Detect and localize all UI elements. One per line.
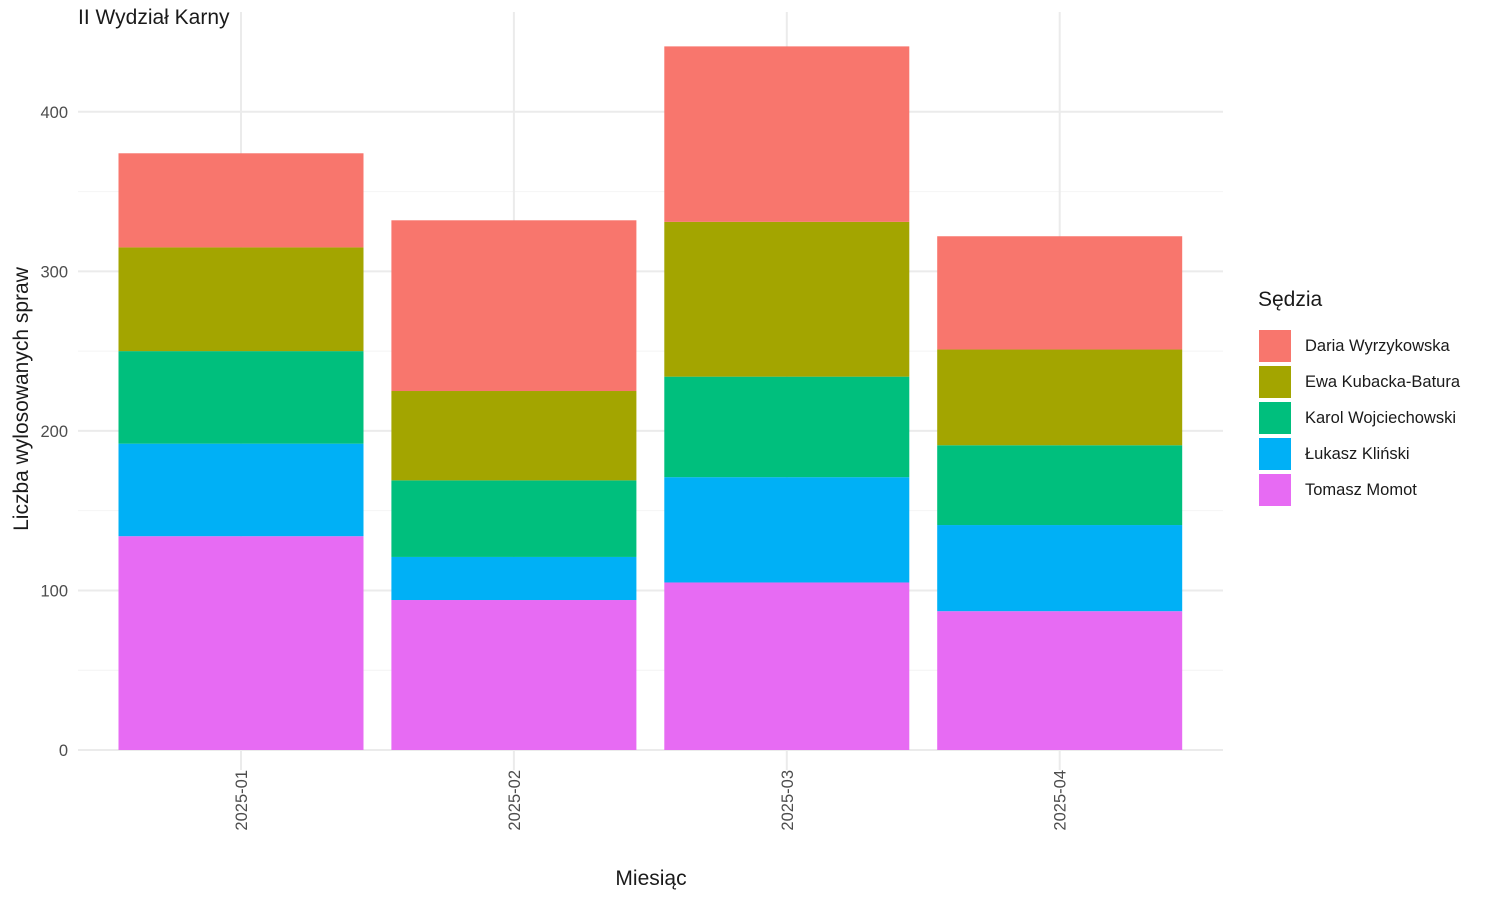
legend-swatch	[1258, 365, 1292, 399]
bar-segment	[937, 445, 1183, 526]
bar-segment	[937, 236, 1183, 350]
legend-item: Daria Wyrzykowska	[1258, 328, 1460, 364]
legend-item: Łukasz Kliński	[1258, 436, 1460, 472]
bar-segment	[937, 611, 1183, 750]
bar-segment	[937, 349, 1183, 446]
bar-segment	[664, 376, 910, 478]
x-tick-label: 2025-04	[1052, 770, 1070, 831]
y-tick-label: 300	[40, 263, 68, 281]
chart-title: II Wydział Karny	[78, 6, 230, 29]
x-axis-label: Miesiąc	[615, 867, 686, 890]
legend-swatch	[1258, 437, 1292, 471]
bars	[118, 46, 1183, 750]
bar-segment	[391, 480, 637, 557]
y-tick-label: 400	[40, 104, 68, 122]
bar-segment	[391, 556, 637, 601]
legend-label: Łukasz Kliński	[1305, 444, 1410, 463]
legend-swatch	[1258, 473, 1292, 507]
bar-segment	[118, 153, 364, 248]
legend-swatch	[1258, 329, 1292, 363]
x-tick-label: 2025-03	[779, 770, 797, 831]
y-tick-label: 100	[40, 582, 68, 600]
axes: 0 100 200 300 400 2025-01 2025-02 2025-03 2025-0…	[40, 104, 1069, 831]
y-axis-label: Liczba wylosowanych spraw	[10, 266, 33, 531]
bar-segment	[391, 220, 637, 392]
legend-title: Sędzia	[1258, 288, 1323, 311]
legend-swatch	[1258, 401, 1292, 435]
legend-item: Tomasz Momot	[1258, 472, 1460, 508]
bar-segment	[664, 46, 910, 222]
bar-segment	[118, 247, 364, 352]
legend-item: Karol Wojciechowski	[1258, 400, 1460, 436]
bar-segment	[118, 351, 364, 444]
bar-segment	[664, 221, 910, 377]
bar-segment	[118, 536, 364, 750]
legend-label: Karol Wojciechowski	[1305, 408, 1456, 427]
bar-segment	[664, 477, 910, 583]
legend: Sędzia Daria Wyrzykowska Ewa Kubacka-Batu…	[1258, 288, 1460, 508]
legend-label: Tomasz Momot	[1305, 480, 1417, 499]
y-tick-label: 200	[40, 423, 68, 441]
bar-segment	[937, 525, 1183, 612]
bar-segment	[391, 391, 637, 481]
legend-label: Ewa Kubacka-Batura	[1305, 372, 1461, 391]
y-tick-label: 0	[59, 742, 68, 760]
legend-label: Daria Wyrzykowska	[1305, 336, 1450, 355]
legend-item: Ewa Kubacka-Batura	[1258, 364, 1460, 400]
bar-segment	[664, 582, 910, 750]
x-tick-label: 2025-01	[233, 770, 251, 831]
bar-segment	[391, 600, 637, 750]
legend-items: Daria Wyrzykowska Ewa Kubacka-Batura Karol…	[1258, 328, 1460, 508]
bar-segment	[118, 443, 364, 537]
x-tick-label: 2025-02	[506, 770, 524, 831]
